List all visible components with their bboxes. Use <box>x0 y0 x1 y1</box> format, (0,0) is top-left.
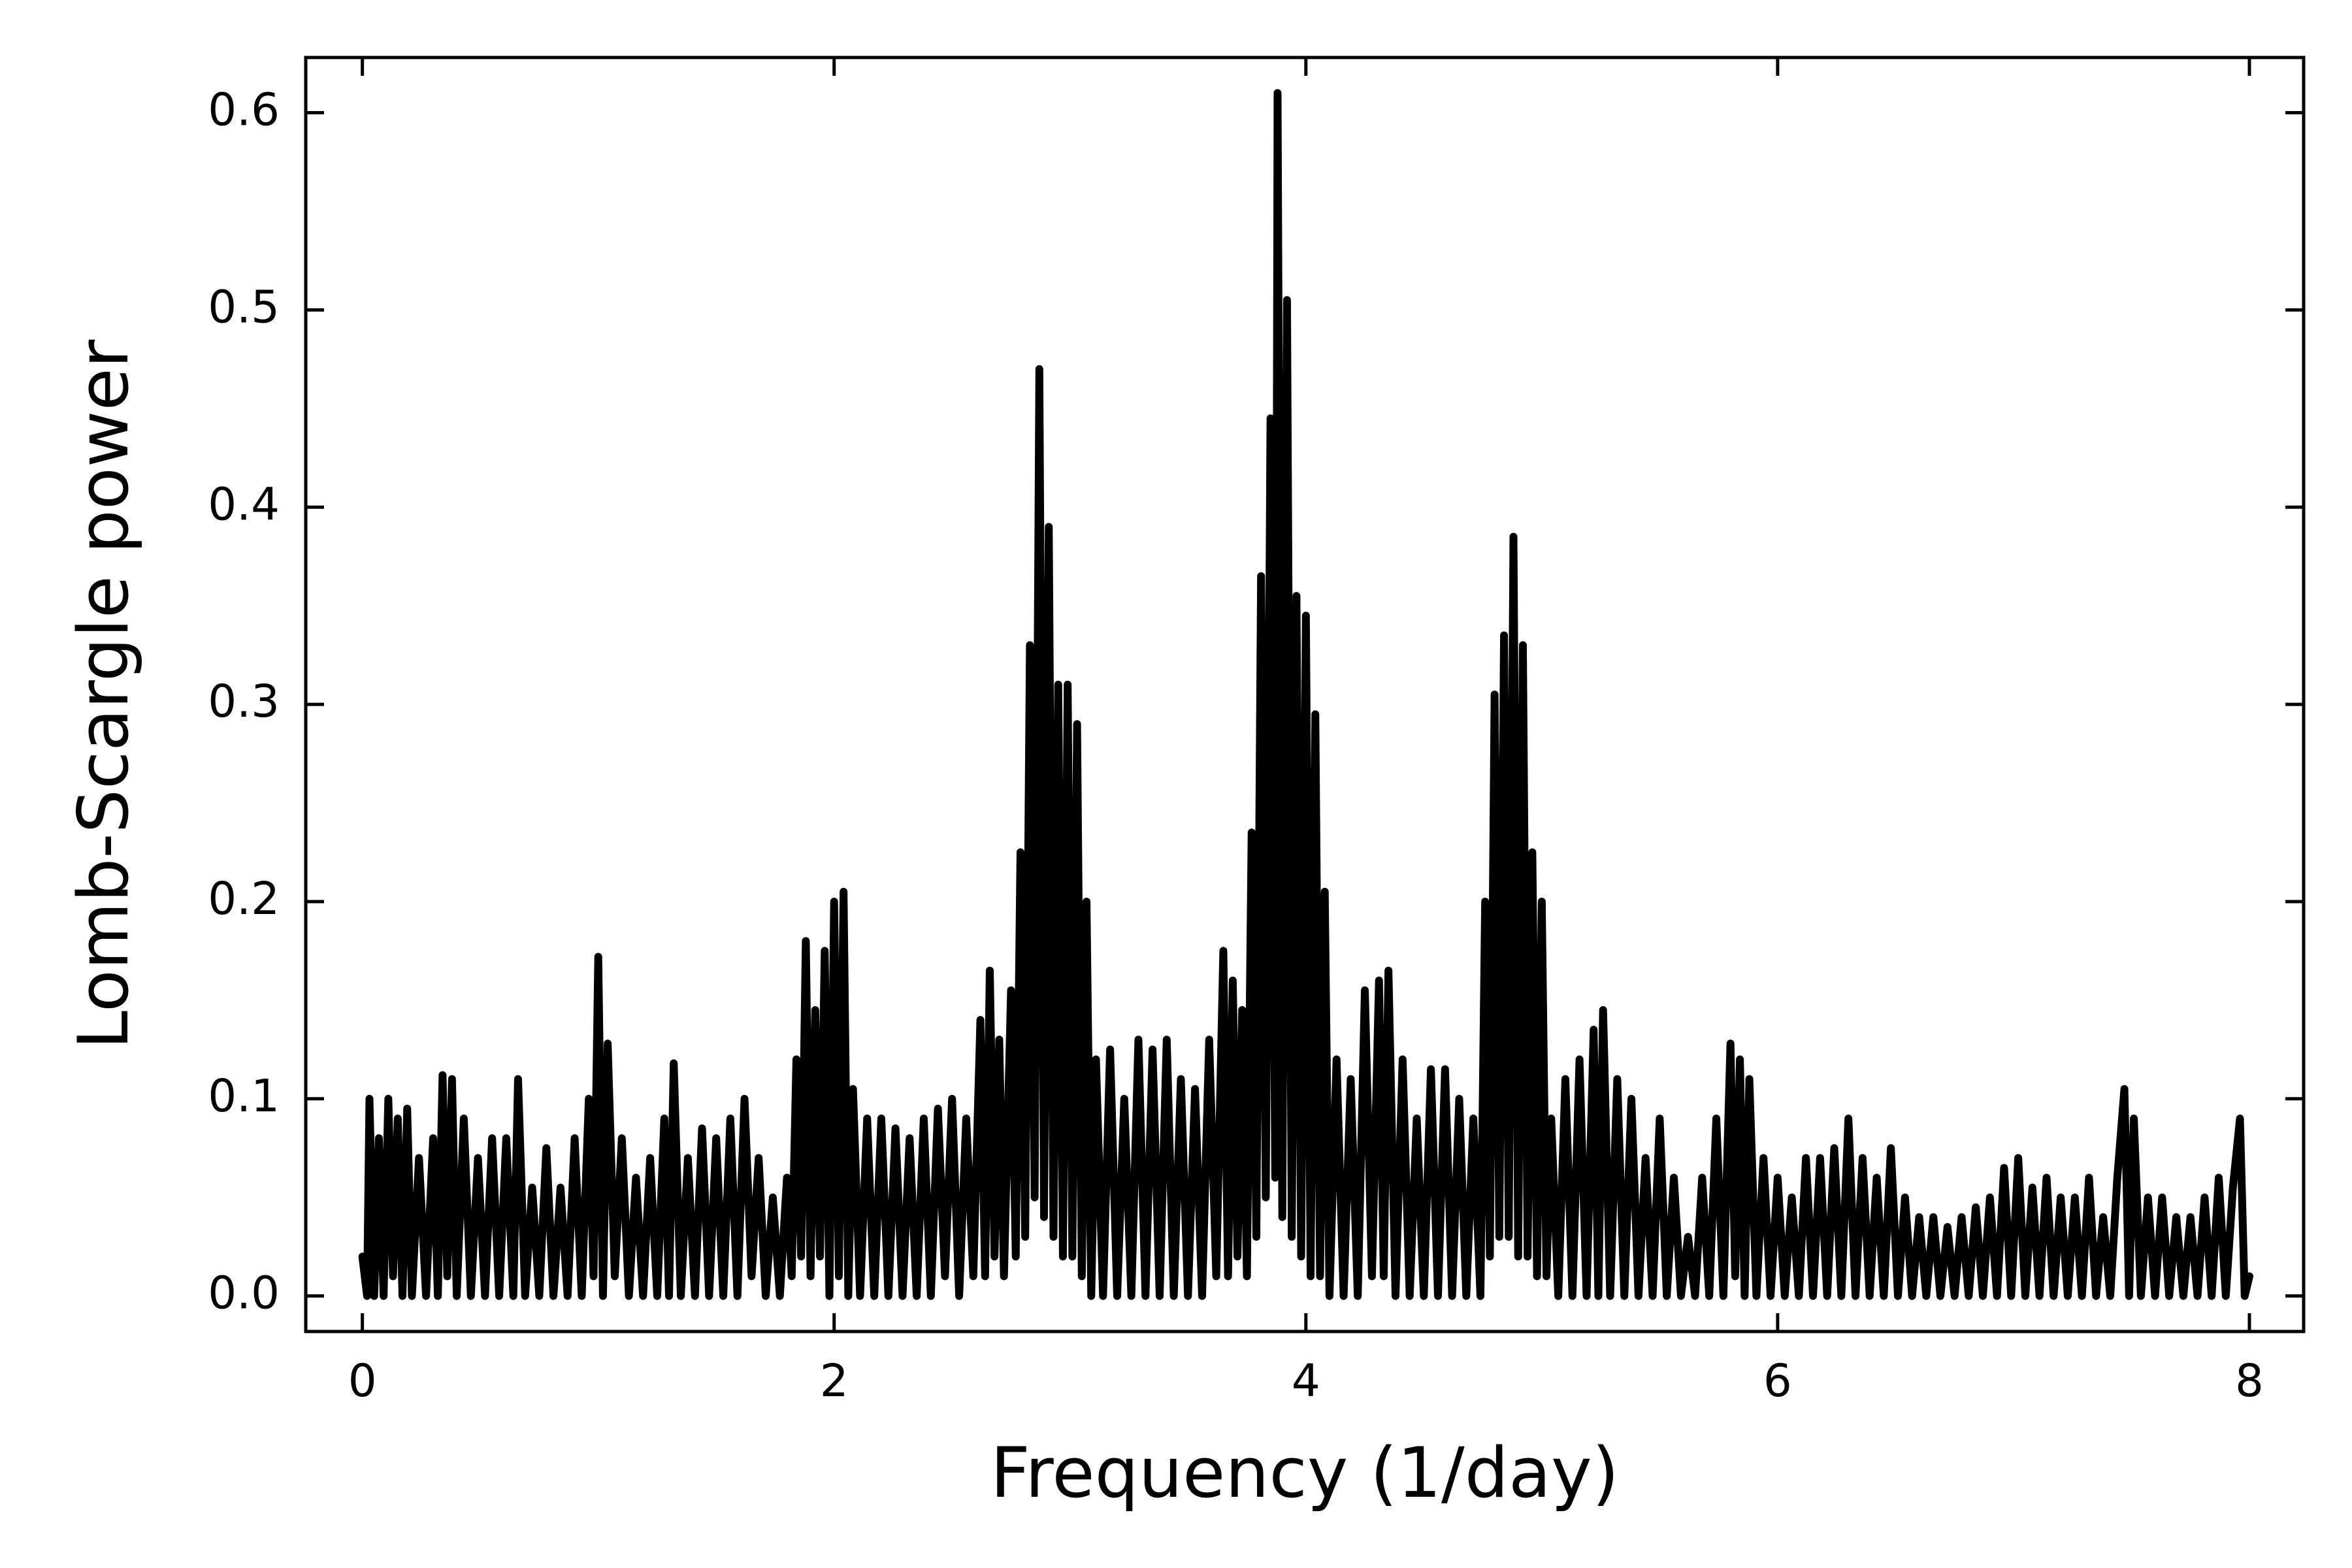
y-tick-label: 0.0 <box>208 1267 280 1320</box>
x-tick-label: 6 <box>1763 1355 1792 1407</box>
y-tick-label: 0.2 <box>208 873 280 925</box>
y-tick-label: 0.6 <box>208 84 280 137</box>
y-tick-label: 0.5 <box>208 281 280 333</box>
x-tick-label: 8 <box>2235 1355 2264 1407</box>
y-tick-label: 0.4 <box>208 478 280 531</box>
x-axis-label: Frequency (1/day) <box>990 1433 1619 1513</box>
data-line <box>358 89 2253 1300</box>
y-tick-label: 0.3 <box>208 676 280 728</box>
y-axis-label: Lomb-Scargle power <box>63 339 144 1049</box>
x-tick-label: 0 <box>348 1355 377 1407</box>
x-tick-label: 2 <box>820 1355 849 1407</box>
y-tick-label: 0.1 <box>208 1070 280 1122</box>
x-tick-label: 4 <box>1292 1355 1320 1407</box>
